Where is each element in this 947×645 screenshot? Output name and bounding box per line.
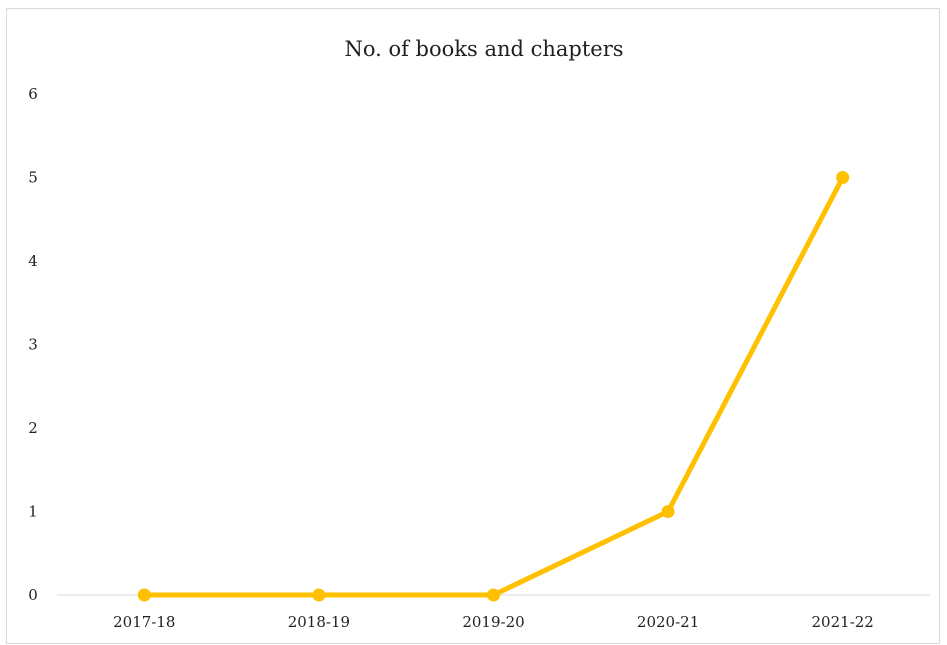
y-tick-label: 1 [28, 503, 38, 521]
y-tick-label: 2 [28, 419, 38, 437]
x-tick-label: 2019-20 [462, 613, 524, 631]
series-layer [137, 171, 850, 602]
x-tick-label: 2018-19 [288, 613, 350, 631]
y-axis-tick-labels: 0 1 2 3 4 5 6 [28, 85, 38, 604]
x-tick-label: 2020-21 [637, 613, 699, 631]
y-tick-label: 6 [28, 85, 38, 103]
chart-title: No. of books and chapters [344, 37, 623, 61]
series-line [141, 175, 846, 598]
y-tick-label: 4 [28, 252, 38, 270]
x-tick-label: 2021-22 [812, 613, 874, 631]
data-point-marker [487, 588, 500, 602]
y-tick-label: 3 [28, 336, 38, 354]
data-point-marker [661, 505, 675, 518]
chart-frame [6, 8, 940, 644]
data-point-marker [836, 171, 850, 184]
x-axis-tick-labels: 2017-18 2018-19 2019-20 2020-21 2021-22 [113, 613, 874, 631]
y-tick-label: 0 [28, 586, 38, 604]
data-point-marker [312, 588, 326, 602]
y-tick-label: 5 [28, 169, 38, 187]
data-point-marker [137, 588, 151, 602]
x-tick-label: 2017-18 [113, 613, 175, 631]
